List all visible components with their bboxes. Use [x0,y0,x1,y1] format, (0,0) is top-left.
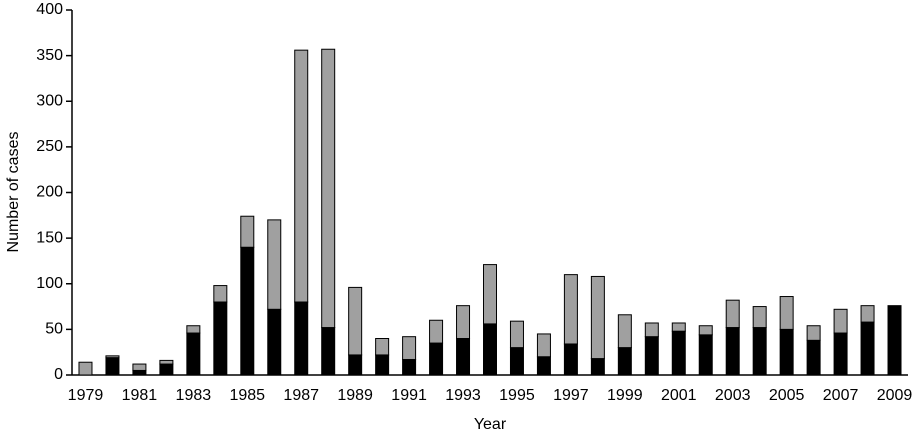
bar-segment [186,332,201,376]
bar-segment [860,305,875,323]
x-tick-label: 2009 [877,387,913,404]
bar-segment [698,325,713,336]
x-tick-label: 1999 [607,387,643,404]
x-tick-label: 2001 [661,387,697,404]
bar-segment [348,286,363,356]
bar-segment [429,319,444,344]
bar-segment [159,363,174,376]
bar-segment [833,308,848,334]
x-tick-label: 1991 [391,387,427,404]
y-tick-label: 50 [45,321,63,338]
bar-segment [78,361,93,376]
bar-segment [132,363,147,371]
y-tick-label: 200 [36,184,63,201]
bar-segment [563,343,578,376]
x-tick-label: 1983 [176,387,212,404]
bar-segment [483,323,497,376]
bar-segment [240,246,255,376]
bar-segment [267,219,282,310]
bar-segment [590,358,605,376]
x-tick-label: 2007 [823,387,859,404]
bar-segment [779,328,794,376]
x-tick-label: 2003 [715,387,751,404]
bar-segment [644,322,659,338]
bar-segment [644,336,659,376]
bar-segment [779,296,794,330]
bar-segment [860,321,875,376]
x-tick-label: 1979 [68,387,104,404]
bar-segment [563,274,578,345]
bar-segment [321,327,336,376]
bar-segment [456,305,471,339]
bar-segment [186,325,201,334]
bar-segment [213,301,228,376]
y-tick-label: 300 [36,92,63,109]
x-tick-label: 1989 [337,387,373,404]
bar-segment [105,355,120,359]
bar-segment [375,338,390,356]
bar-segment [375,354,390,376]
x-tick-label: 1985 [229,387,265,404]
x-tick-label: 1981 [122,387,158,404]
bar-segment [536,356,551,376]
bar-segment [132,369,147,376]
y-tick-label: 100 [36,275,63,292]
bar-segment [806,339,821,376]
bar-segment [402,336,417,360]
x-tick-label: 1997 [553,387,589,404]
bar-segment [806,325,821,341]
x-axis-title: Year [474,416,507,433]
bar-segment [429,342,444,376]
bar-segment [483,264,497,325]
x-tick-label: 1993 [445,387,481,404]
bar-segment [321,48,336,329]
x-tick-label: 1995 [499,387,535,404]
bar-segment [671,322,686,332]
y-tick-label: 250 [36,138,63,155]
y-axis-title: Number of cases [5,132,22,253]
bar-segment [348,354,363,376]
bar-segment [456,338,471,376]
y-tick-label: 350 [36,47,63,64]
y-tick-label: 0 [54,366,63,383]
y-tick-label: 400 [36,1,63,18]
bar-segment [402,358,417,376]
bar-segment [294,49,309,303]
bar-segment [617,347,632,376]
bar-segment [590,275,605,360]
bar-segment [617,314,632,349]
y-tick-label: 150 [36,229,63,246]
bar-segment [752,306,767,329]
bar-segment [725,327,740,376]
x-tick-label: 1987 [283,387,319,404]
x-tick-label: 2005 [769,387,805,404]
bar-segment [509,320,524,349]
bar-segment [833,332,848,376]
bar-segment [159,359,174,365]
bar-segment [509,347,524,376]
bar-segment [752,327,767,376]
bar-segment [725,299,740,329]
bar-segment [671,330,686,376]
bar-segment [240,215,255,248]
bar-segment [698,334,713,376]
bar-segment [887,305,902,376]
bar-segment [105,357,120,376]
bar-segment [267,308,282,376]
bar-segment [294,301,309,376]
bar-segment [536,333,551,358]
bar-segment [213,285,228,303]
